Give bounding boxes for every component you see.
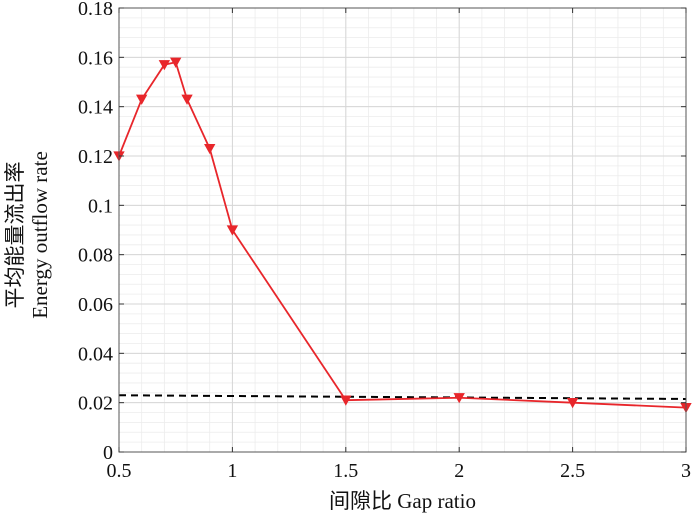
axis-ticks: 0.5 1 1.5 2 2.5 3 0 0.02 0.04 0.06 0.08 0.1 0.12 0.14… <box>78 0 691 482</box>
data-point-marker <box>158 60 171 71</box>
x-tick-label: 2.5 <box>560 460 585 482</box>
y-tick-label: 0.14 <box>78 97 113 119</box>
y-tick-label: 0.08 <box>78 245 113 267</box>
data-point-marker <box>170 57 182 68</box>
y-tick-label: 0.12 <box>78 146 113 168</box>
data-point-marker <box>453 393 465 404</box>
major-grid <box>118 7 687 453</box>
x-tick-label: 1.5 <box>333 460 358 482</box>
y-axis-title-chinese: 平均能量流出率 <box>3 162 27 309</box>
x-tick-label: 2 <box>454 460 464 482</box>
x-tick-label: 3 <box>681 460 691 482</box>
x-tick-label: 0.5 <box>107 460 132 482</box>
y-tick-label: 0.1 <box>88 195 113 217</box>
plot-frame <box>118 7 687 453</box>
minor-grid <box>118 7 687 453</box>
y-tick-label: 0.02 <box>78 393 113 415</box>
y-tick-label: 0 <box>103 442 113 464</box>
y-tick-label: 0.18 <box>78 0 113 20</box>
data-point-marker <box>226 225 239 236</box>
y-axis-title-english: Energy outflow rate <box>28 151 52 319</box>
x-tick-label: 1 <box>227 460 237 482</box>
y-tick-label: 0.16 <box>78 47 113 69</box>
data-point-marker <box>181 94 193 105</box>
data-point-marker <box>136 94 148 105</box>
y-tick-label: 0.04 <box>78 343 113 365</box>
data-point-marker <box>340 395 352 406</box>
data-point-marker <box>204 143 216 155</box>
x-axis-title: 间隙比 Gap ratio <box>329 489 476 513</box>
reference-line-layer <box>118 394 687 400</box>
y-tick-label: 0.06 <box>78 294 113 316</box>
data-point-marker <box>566 398 579 409</box>
dashed-reference-line <box>118 394 687 400</box>
